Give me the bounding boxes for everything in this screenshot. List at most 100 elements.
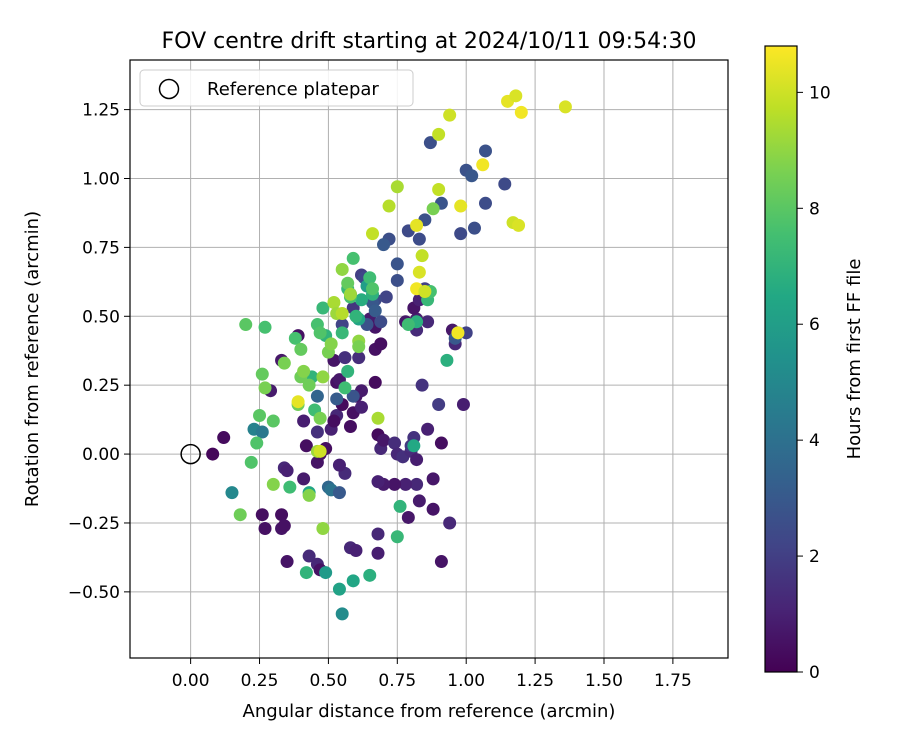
data-point — [332, 486, 346, 500]
data-point — [443, 516, 457, 530]
data-point — [354, 293, 368, 307]
data-point — [255, 367, 269, 381]
data-point — [418, 284, 432, 298]
data-point — [456, 397, 470, 411]
data-point — [478, 144, 492, 158]
data-point — [410, 453, 424, 467]
data-point — [379, 290, 393, 304]
data-point — [258, 320, 272, 334]
data-point — [297, 472, 311, 486]
colorbar-tick-label: 4 — [809, 431, 820, 451]
colorbar — [764, 45, 798, 673]
data-point — [335, 262, 349, 276]
data-point — [313, 411, 327, 425]
data-point — [346, 574, 360, 588]
data-point — [412, 265, 426, 279]
data-point — [363, 568, 377, 582]
x-axis-ticks: 0.00 0.25 0.50 0.75 1.00 1.25 1.50 1.75 — [172, 658, 692, 691]
reference-platepar-marker — [180, 443, 201, 465]
data-point — [368, 304, 382, 318]
data-point — [343, 287, 357, 301]
data-point — [393, 499, 407, 513]
data-point — [294, 342, 308, 356]
data-point — [454, 199, 468, 213]
data-point — [354, 400, 368, 414]
y-tick-label: 0.75 — [82, 238, 120, 258]
data-point — [443, 108, 457, 122]
data-point — [316, 370, 330, 384]
data-point — [410, 218, 424, 232]
data-point — [432, 397, 446, 411]
x-axis-label: Angular distance from reference (arcmin) — [243, 701, 616, 722]
x-tick-label: 1.50 — [585, 671, 623, 691]
data-point — [277, 356, 291, 370]
colorbar-tick-label: 6 — [809, 315, 820, 335]
data-point — [338, 381, 352, 395]
data-point — [330, 392, 344, 406]
data-point — [316, 301, 330, 315]
data-point — [258, 381, 272, 395]
data-point — [371, 527, 385, 541]
data-point — [478, 196, 492, 210]
chart-title: FOV centre drift starting at 2024/10/11 … — [162, 29, 697, 54]
data-point — [324, 337, 338, 351]
x-tick-label: 1.75 — [654, 671, 692, 691]
data-point — [335, 326, 349, 340]
y-axis-label: Rotation from reference (arcmin) — [22, 211, 43, 507]
data-point — [371, 475, 385, 489]
plot-area — [129, 59, 729, 659]
x-tick-label: 1.25 — [516, 671, 554, 691]
data-point — [327, 296, 341, 310]
data-point — [277, 519, 291, 533]
y-tick-label: 0.25 — [82, 376, 120, 396]
data-point — [349, 544, 363, 558]
data-point — [288, 331, 302, 345]
colorbar-tick-label: 0 — [809, 663, 820, 683]
data-point — [338, 351, 352, 365]
data-point — [399, 477, 413, 491]
data-point — [509, 89, 523, 103]
x-tick-label: 0.50 — [309, 671, 347, 691]
y-tick-label: 1.00 — [82, 169, 120, 189]
data-point — [310, 425, 324, 439]
data-point — [371, 411, 385, 425]
data-point — [275, 508, 289, 522]
data-point — [451, 326, 465, 340]
data-point — [266, 414, 280, 428]
data-point — [297, 364, 311, 378]
data-point — [299, 566, 313, 580]
data-point — [415, 249, 429, 263]
data-point — [283, 480, 297, 494]
data-point — [382, 199, 396, 213]
data-point — [390, 257, 404, 271]
data-point — [316, 521, 330, 535]
colorbar-label: Hours from first FF file — [844, 259, 865, 460]
legend-box — [139, 69, 414, 107]
x-tick-label: 0.00 — [172, 671, 210, 691]
data-points — [206, 89, 572, 621]
data-point — [434, 436, 448, 450]
data-point — [206, 447, 220, 461]
plot-frame — [129, 59, 729, 659]
data-point — [341, 276, 355, 290]
y-tick-label: −0.50 — [68, 583, 120, 603]
data-point — [280, 464, 294, 478]
data-point — [352, 351, 366, 365]
data-point — [401, 318, 415, 332]
data-point — [302, 549, 316, 563]
data-point — [291, 395, 305, 409]
data-point — [258, 521, 272, 535]
data-point — [217, 431, 231, 445]
data-point — [390, 530, 404, 544]
data-point — [426, 502, 440, 516]
data-point — [332, 458, 346, 472]
data-point — [377, 433, 391, 447]
data-point — [299, 439, 313, 453]
data-point — [253, 408, 267, 422]
data-point — [363, 271, 377, 285]
data-point — [388, 477, 402, 491]
data-point — [467, 221, 481, 235]
data-point — [407, 439, 421, 453]
data-point — [415, 378, 429, 392]
